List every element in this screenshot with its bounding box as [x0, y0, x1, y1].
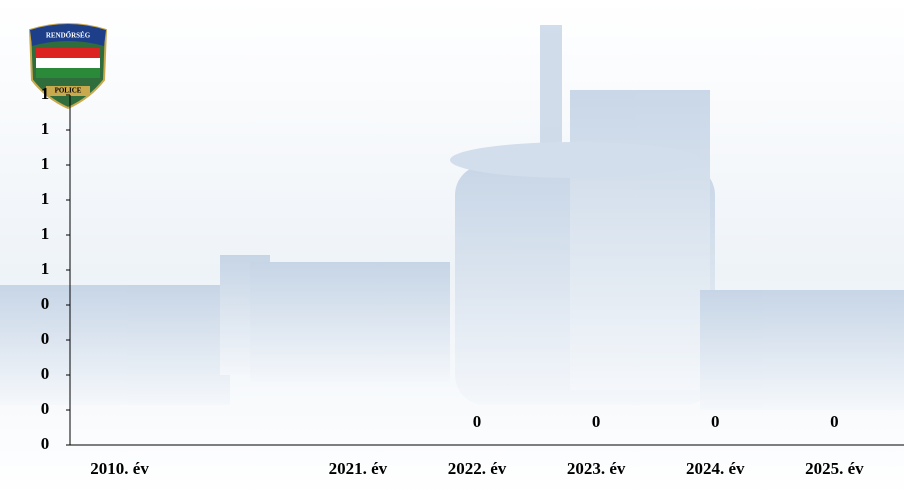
- y-tick-label: 1: [41, 224, 50, 243]
- y-tick-label: 0: [41, 434, 50, 453]
- y-tick-label: 1: [41, 119, 50, 138]
- x-tick-label: 2024. év: [686, 459, 745, 478]
- background-buildings: [0, 25, 904, 410]
- data-label: 0: [592, 412, 601, 431]
- logo-top-text: RENDŐRSÉG: [46, 32, 91, 40]
- y-tick-label: 1: [41, 84, 50, 103]
- x-tick-label: 2025. év: [805, 459, 864, 478]
- logo: RENDŐRSÉG POLICE: [28, 23, 108, 110]
- y-tick-label: 0: [41, 329, 50, 348]
- data-label: 0: [473, 412, 482, 431]
- y-tick-label: 1: [41, 259, 50, 278]
- x-tick-label: 2021. év: [329, 459, 388, 478]
- x-tick-label: 2023. év: [567, 459, 626, 478]
- y-tick-label: 0: [41, 364, 50, 383]
- x-tick-label: 2022. év: [448, 459, 507, 478]
- y-tick-label: 0: [41, 294, 50, 313]
- y-tick-label: 1: [41, 189, 50, 208]
- y-tick-label: 0: [41, 399, 50, 418]
- data-label: 0: [830, 412, 839, 431]
- y-tick-label: 1: [41, 154, 50, 173]
- x-tick-label: 2010. év: [90, 459, 149, 478]
- logo-bottom-text: POLICE: [55, 87, 82, 95]
- data-label: 0: [711, 412, 720, 431]
